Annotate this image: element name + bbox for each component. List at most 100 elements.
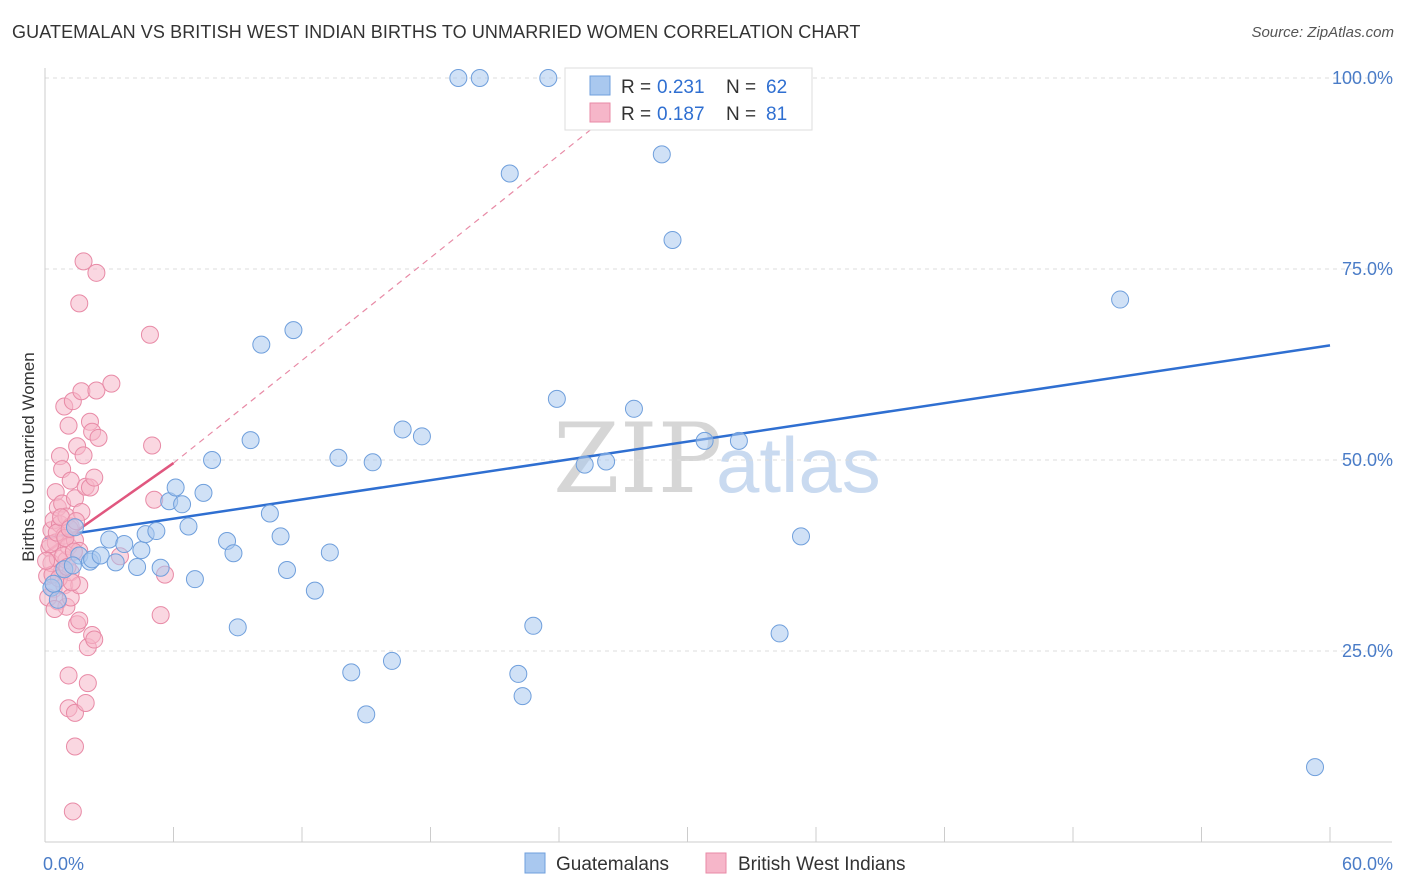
guatemalan-point	[792, 527, 811, 546]
tick-labels: 25.0% 50.0% 75.0% 100.0% 0.0% 60.0%	[43, 68, 1393, 874]
guatemalans-r-value: 0.231	[657, 77, 705, 98]
guatemalan-point	[166, 478, 185, 497]
guatemalan-point	[241, 431, 260, 450]
guatemalan-point	[278, 561, 297, 580]
bwi-point	[85, 630, 104, 649]
bwi-point	[59, 416, 78, 435]
bwi-point	[140, 325, 159, 344]
guatemalan-point	[48, 590, 67, 609]
guatemalans-r-label: R =	[621, 77, 651, 98]
x-tick-label: 0.0%	[43, 854, 84, 874]
bwi-point	[63, 802, 82, 821]
guatemalan-point	[173, 495, 192, 514]
guatemalan-point	[224, 544, 243, 563]
bwi-point	[78, 674, 97, 693]
guatemalan-point	[305, 581, 324, 600]
guatemalans-swatch	[589, 75, 611, 96]
guatemalan-point	[357, 705, 376, 724]
y-tick-label: 50.0%	[1342, 450, 1393, 470]
gridlines	[45, 77, 1392, 652]
guatemalan-point	[179, 517, 198, 536]
bwi-point	[89, 428, 108, 447]
bwi-point	[74, 252, 93, 271]
bwi-point	[87, 263, 106, 282]
guatemalan-point	[513, 687, 532, 706]
axes	[44, 68, 1392, 843]
guatemalan-point	[393, 420, 412, 439]
bwi-n-value: 81	[766, 104, 787, 125]
bwi-point	[85, 468, 104, 487]
guatemalan-point	[284, 321, 303, 340]
bwi-r-value: 0.187	[657, 104, 705, 125]
bwi-point	[70, 611, 89, 630]
source-credit: Source: ZipAtlas.com	[1251, 24, 1394, 41]
bwi-point	[102, 374, 121, 393]
bwi-point	[145, 490, 164, 509]
guatemalan-point	[382, 651, 401, 670]
guatemalans-n-value: 62	[766, 77, 787, 98]
legend-guatemalans-swatch	[524, 852, 546, 874]
guatemalan-point	[151, 558, 170, 577]
guatemalan-point	[132, 541, 151, 560]
guatemalan-point	[547, 389, 566, 408]
series-legend: Guatemalans British West Indians	[524, 852, 906, 875]
guatemalan-point	[106, 553, 125, 572]
x-tick-label: 60.0%	[1342, 854, 1393, 874]
guatemalan-point	[500, 164, 519, 183]
y-axis-title: Births to Unmarried Women	[19, 352, 38, 561]
guatemalan-point	[147, 522, 166, 541]
guatemalan-point	[252, 335, 271, 354]
guatemalan-point	[695, 431, 714, 450]
guatemalan-point	[624, 399, 643, 418]
guatemalan-point	[539, 69, 558, 87]
guatemalan-point	[63, 556, 82, 575]
legend-bwi-swatch	[705, 852, 727, 874]
guatemalan-point	[194, 483, 213, 502]
bwi-point	[72, 382, 91, 401]
guatemalan-point	[342, 663, 361, 682]
bwi-point	[61, 471, 80, 490]
guatemalan-point	[524, 616, 543, 635]
guatemalan-point	[363, 453, 382, 472]
bwi-n-label: N =	[726, 104, 756, 125]
bwi-point	[37, 551, 56, 570]
guatemalan-point	[412, 427, 431, 446]
bwi-point	[151, 606, 170, 625]
guatemalan-point	[770, 624, 789, 643]
guatemalan-point	[65, 518, 84, 537]
guatemalan-point	[91, 546, 110, 565]
guatemalans-trend-line	[44, 344, 1331, 540]
guatemalan-point	[185, 570, 204, 589]
bwi-point	[76, 693, 95, 712]
bwi-point	[70, 294, 89, 313]
guatemalan-point	[228, 618, 247, 637]
guatemalans-n-label: N =	[726, 77, 756, 98]
guatemalan-point	[128, 557, 147, 576]
guatemalan-point	[260, 504, 279, 523]
bwi-point	[74, 446, 93, 465]
bwi-trend-extension	[173, 77, 656, 464]
guatemalan-point	[509, 664, 528, 683]
stats-legend: R = 0.231 N = 62 R = 0.187 N = 81	[564, 67, 813, 131]
guatemalan-point	[203, 451, 222, 469]
bwi-point	[87, 381, 106, 400]
legend-bwi-label: British West Indians	[738, 854, 906, 875]
y-tick-label: 25.0%	[1342, 641, 1393, 661]
guatemalan-point	[1306, 758, 1325, 777]
guatemalan-point	[449, 69, 468, 87]
guatemalan-point	[271, 527, 290, 546]
guatemalan-point	[729, 431, 748, 450]
bwi-point	[65, 737, 84, 756]
guatemalan-point	[663, 230, 682, 249]
y-tick-label: 100.0%	[1332, 68, 1393, 88]
guatemalan-point	[329, 448, 348, 467]
chart-title: GUATEMALAN VS BRITISH WEST INDIAN BIRTHS…	[12, 22, 861, 42]
y-tick-label: 75.0%	[1342, 259, 1393, 279]
guatemalan-point	[1111, 290, 1130, 309]
guatemalan-point	[44, 574, 63, 593]
guatemalan-point	[100, 530, 119, 549]
guatemalan-points	[42, 69, 1325, 777]
guatemalan-point	[575, 455, 594, 474]
legend-guatemalans-label: Guatemalans	[556, 854, 669, 875]
bwi-r-label: R =	[621, 104, 651, 125]
